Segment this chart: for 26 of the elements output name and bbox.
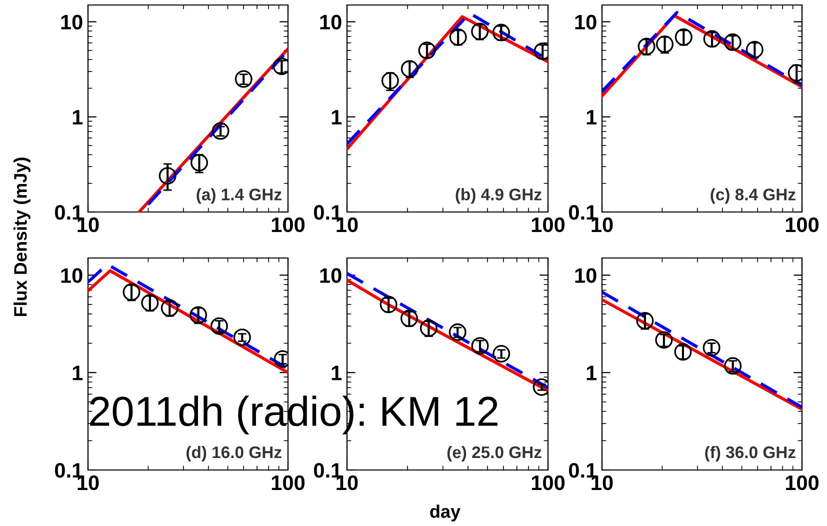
y-tick-label: 1 bbox=[332, 366, 342, 380]
x-tick-label: 100 bbox=[532, 475, 565, 490]
x-axis-title: day bbox=[430, 504, 460, 522]
y-tick-label: 10 bbox=[61, 268, 82, 283]
y-tick-label: 1 bbox=[332, 110, 342, 124]
y-tick-label: 1 bbox=[72, 110, 83, 124]
annotation: (a) 1.4 GHz bbox=[196, 188, 282, 204]
y-tick-label: 1 bbox=[586, 110, 597, 124]
x-tick-label: 100 bbox=[786, 217, 819, 232]
x-tick-label: 100 bbox=[532, 217, 565, 232]
y-axis-title: Flux Density (mJy) bbox=[14, 158, 30, 316]
y-tick-label: 1 bbox=[72, 366, 83, 380]
y-tick-label: 10 bbox=[320, 14, 342, 30]
y-tick-label: 10 bbox=[320, 268, 342, 283]
annotation: (d) 16.0 GHz bbox=[186, 446, 282, 462]
y-tick-label: 10 bbox=[575, 14, 596, 30]
x-tick-label: 100 bbox=[272, 475, 305, 490]
y-tick-label: 10 bbox=[575, 268, 596, 283]
y-tick-label: 10 bbox=[61, 14, 82, 30]
x-tick-label: 100 bbox=[786, 475, 819, 490]
annotation: (e) 25.0 GHz bbox=[447, 446, 542, 462]
annotation: (b) 4.9 GHz bbox=[456, 188, 542, 204]
annotation: (f) 36.0 GHz bbox=[705, 446, 796, 462]
annotation: (c) 8.4 GHz bbox=[710, 188, 796, 204]
x-tick-label: 100 bbox=[272, 217, 305, 232]
y-tick-label: 1 bbox=[586, 366, 597, 380]
